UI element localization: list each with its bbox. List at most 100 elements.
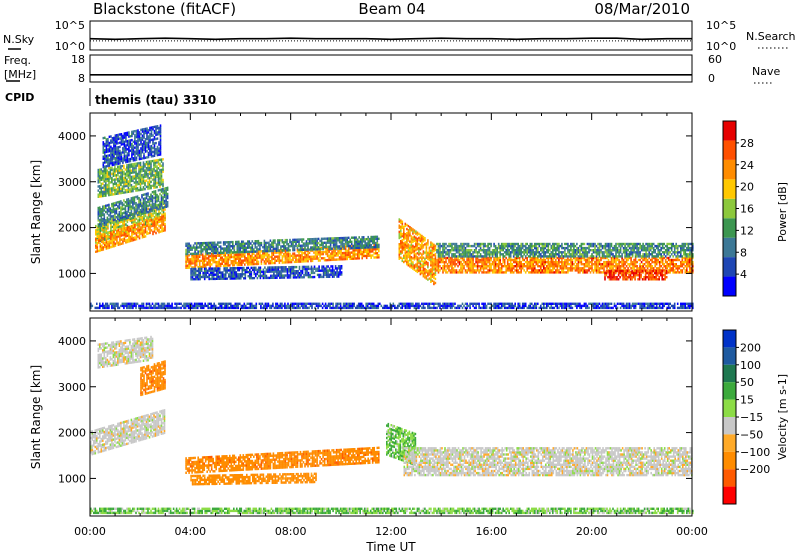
data-cell — [471, 261, 473, 263]
data-cell — [339, 273, 341, 275]
data-cell — [417, 252, 419, 254]
data-cell — [227, 277, 229, 279]
data-cell — [335, 267, 337, 269]
data-cell — [117, 220, 119, 222]
data-cell — [624, 267, 626, 269]
data-cell — [113, 179, 115, 181]
data-cell — [211, 242, 213, 244]
data-cell — [513, 267, 515, 269]
data-cell — [263, 271, 265, 273]
data-cell — [307, 252, 309, 254]
data-cell — [294, 270, 296, 272]
data-cell — [354, 239, 356, 241]
data-cell — [193, 278, 195, 280]
data-cell — [198, 278, 200, 280]
data-cell — [128, 164, 130, 166]
data-cell — [294, 252, 296, 254]
data-cell — [162, 207, 164, 209]
data-cell — [128, 230, 130, 232]
data-cell — [361, 238, 363, 240]
data-cell — [202, 242, 204, 244]
data-cell — [137, 150, 139, 152]
data-cell — [442, 265, 444, 267]
data-cell — [110, 238, 112, 240]
data-cell — [99, 213, 101, 215]
data-cell — [409, 232, 411, 234]
data-cell — [462, 263, 464, 265]
data-cell — [427, 266, 429, 268]
data-cell — [340, 239, 342, 241]
data-cell — [261, 258, 263, 260]
data-cell — [552, 269, 554, 271]
data-cell — [143, 229, 145, 231]
data-cell — [517, 269, 519, 271]
data-cell — [155, 203, 157, 205]
data-cell — [611, 261, 613, 263]
data-cell — [246, 261, 248, 263]
data-cell — [258, 269, 260, 271]
data-cell — [489, 269, 491, 271]
data-cell — [106, 245, 108, 247]
data-cell — [427, 239, 429, 241]
data-cell — [327, 255, 329, 257]
data-cell — [165, 206, 167, 208]
data-cell — [185, 249, 187, 251]
data-cell — [148, 216, 150, 218]
frequency-ytick-left-bottom: 8 — [78, 72, 85, 85]
data-cell — [325, 253, 327, 255]
data-cell — [235, 254, 237, 256]
data-cell — [286, 261, 288, 263]
data-cell — [141, 170, 143, 172]
data-cell — [332, 265, 334, 267]
data-cell — [142, 226, 144, 228]
data-cell — [161, 203, 163, 205]
data-cell — [349, 241, 351, 243]
data-cell — [594, 269, 596, 271]
data-cell — [570, 269, 572, 271]
data-cell — [103, 238, 105, 240]
data-cell — [152, 208, 154, 210]
data-cell — [526, 261, 528, 263]
data-cell — [555, 259, 557, 261]
data-cell — [516, 263, 518, 265]
data-cell — [339, 250, 341, 252]
data-cell — [327, 249, 329, 251]
data-cell — [351, 258, 353, 260]
data-cell — [105, 186, 107, 188]
data-cell — [133, 231, 135, 233]
data-cell — [118, 142, 120, 144]
data-cell — [108, 206, 110, 208]
data-cell — [103, 137, 105, 139]
data-cell — [578, 267, 580, 269]
data-cell — [152, 155, 154, 157]
data-cell — [156, 186, 158, 188]
data-cell — [331, 239, 333, 241]
data-cell — [354, 257, 356, 259]
data-cell — [378, 256, 380, 258]
data-cell — [187, 249, 189, 251]
data-cell — [566, 261, 568, 263]
data-cell — [411, 244, 413, 246]
data-cell — [414, 266, 416, 268]
data-cell — [116, 184, 118, 186]
data-cell — [258, 271, 260, 273]
data-cell — [354, 236, 356, 238]
data-cell — [329, 269, 331, 271]
data-cell — [297, 247, 299, 249]
data-cell — [104, 213, 106, 215]
data-cell — [139, 137, 141, 139]
data-cell — [345, 254, 347, 256]
data-cell — [187, 243, 189, 245]
data-cell — [339, 265, 341, 267]
data-cell — [358, 236, 360, 238]
data-cell — [125, 159, 127, 161]
data-cell — [125, 223, 127, 225]
data-cell — [162, 183, 164, 185]
data-cell — [126, 189, 128, 191]
data-cell — [155, 130, 157, 132]
data-cell — [575, 265, 577, 267]
data-cell — [150, 210, 152, 212]
data-cell — [408, 248, 410, 250]
data-cell — [415, 253, 417, 255]
data-cell — [159, 189, 161, 191]
